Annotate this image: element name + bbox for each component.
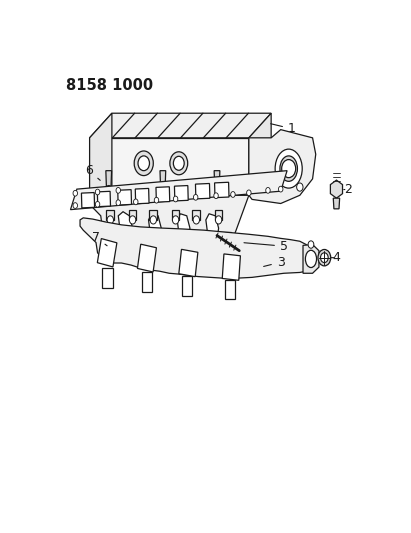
- Polygon shape: [249, 130, 316, 204]
- Circle shape: [106, 185, 111, 193]
- Polygon shape: [156, 187, 170, 202]
- Circle shape: [214, 193, 218, 199]
- Circle shape: [95, 189, 100, 195]
- Polygon shape: [249, 138, 271, 195]
- Text: 2: 2: [344, 183, 351, 196]
- Circle shape: [321, 253, 328, 263]
- Circle shape: [173, 156, 184, 170]
- Polygon shape: [135, 189, 149, 204]
- Polygon shape: [172, 209, 180, 220]
- Polygon shape: [90, 138, 249, 195]
- Polygon shape: [215, 182, 229, 198]
- Circle shape: [214, 185, 220, 193]
- Polygon shape: [333, 198, 339, 209]
- Circle shape: [170, 152, 188, 175]
- Circle shape: [194, 195, 198, 200]
- Polygon shape: [71, 171, 287, 209]
- Polygon shape: [215, 209, 222, 220]
- Polygon shape: [106, 209, 114, 220]
- Polygon shape: [142, 272, 152, 292]
- Circle shape: [215, 216, 222, 224]
- Polygon shape: [222, 254, 240, 280]
- Circle shape: [138, 156, 150, 171]
- Polygon shape: [224, 280, 235, 299]
- Polygon shape: [233, 242, 242, 253]
- Text: 1: 1: [271, 122, 296, 135]
- Text: 4: 4: [331, 251, 340, 264]
- Text: 6: 6: [85, 164, 100, 180]
- Polygon shape: [249, 113, 271, 195]
- Circle shape: [73, 190, 78, 196]
- Circle shape: [160, 185, 166, 193]
- Polygon shape: [102, 268, 113, 288]
- Ellipse shape: [305, 251, 316, 268]
- Circle shape: [308, 241, 314, 248]
- Polygon shape: [90, 195, 249, 247]
- Polygon shape: [97, 239, 117, 267]
- Polygon shape: [303, 245, 319, 273]
- Polygon shape: [192, 209, 200, 220]
- Text: 8158 1000: 8158 1000: [66, 78, 153, 93]
- Circle shape: [129, 216, 136, 224]
- Polygon shape: [97, 191, 111, 207]
- Circle shape: [134, 151, 153, 175]
- Ellipse shape: [280, 156, 298, 181]
- Circle shape: [297, 183, 303, 191]
- Polygon shape: [150, 209, 157, 220]
- Circle shape: [231, 191, 235, 197]
- Circle shape: [282, 159, 296, 177]
- Circle shape: [193, 216, 199, 224]
- Text: 3: 3: [264, 256, 285, 269]
- Polygon shape: [179, 249, 198, 277]
- Polygon shape: [81, 192, 95, 208]
- Text: 7: 7: [92, 231, 107, 246]
- Polygon shape: [214, 171, 220, 189]
- Circle shape: [116, 188, 120, 193]
- Circle shape: [73, 203, 78, 208]
- Text: 5: 5: [244, 240, 288, 253]
- Polygon shape: [129, 209, 136, 220]
- Circle shape: [318, 249, 331, 266]
- Polygon shape: [182, 276, 192, 295]
- Circle shape: [173, 196, 178, 202]
- Circle shape: [150, 216, 157, 224]
- Circle shape: [266, 188, 270, 193]
- Circle shape: [154, 197, 159, 203]
- Circle shape: [134, 199, 138, 205]
- Polygon shape: [118, 190, 132, 205]
- Polygon shape: [196, 183, 210, 199]
- Circle shape: [279, 186, 283, 192]
- Polygon shape: [160, 171, 166, 189]
- Polygon shape: [90, 113, 271, 138]
- Polygon shape: [80, 218, 309, 278]
- Polygon shape: [137, 244, 157, 272]
- Circle shape: [116, 200, 120, 206]
- Circle shape: [255, 183, 262, 191]
- Circle shape: [95, 201, 100, 207]
- Circle shape: [107, 216, 113, 224]
- Circle shape: [173, 216, 179, 224]
- Polygon shape: [174, 185, 188, 201]
- Polygon shape: [330, 180, 342, 198]
- Circle shape: [247, 190, 251, 196]
- Polygon shape: [90, 113, 112, 195]
- Polygon shape: [106, 171, 111, 189]
- Ellipse shape: [275, 149, 302, 188]
